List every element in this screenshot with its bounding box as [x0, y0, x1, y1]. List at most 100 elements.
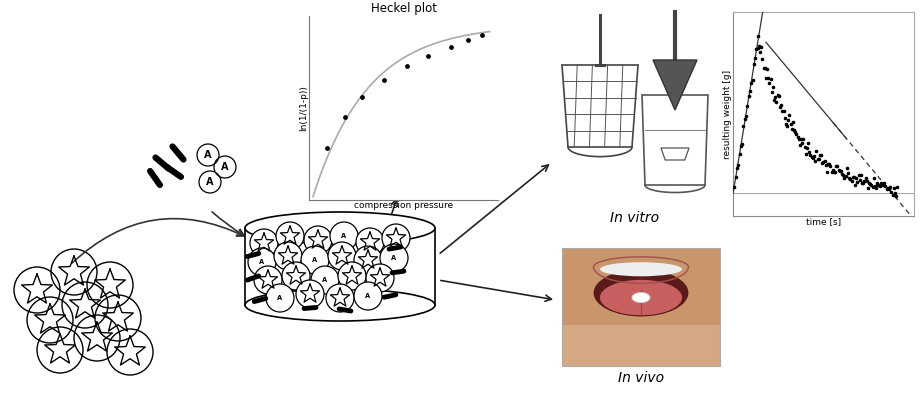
Point — [880, 186, 894, 192]
Point — [798, 143, 812, 150]
Circle shape — [304, 226, 332, 254]
Point — [757, 64, 772, 71]
Point — [845, 178, 859, 184]
Circle shape — [354, 246, 382, 274]
Point — [823, 163, 838, 169]
Point — [773, 104, 787, 110]
Point — [881, 186, 896, 192]
Point — [862, 180, 877, 186]
Point — [726, 184, 740, 190]
X-axis label: compression pressure: compression pressure — [355, 201, 453, 210]
Circle shape — [356, 228, 384, 256]
Point — [785, 126, 799, 132]
Point — [460, 37, 475, 43]
Point — [883, 183, 898, 190]
Point — [755, 56, 770, 62]
Point — [732, 150, 747, 157]
Point — [781, 117, 796, 123]
Point — [729, 165, 744, 171]
Point — [815, 160, 830, 166]
Point — [733, 142, 748, 149]
Point — [847, 182, 862, 188]
Point — [787, 129, 802, 136]
Point — [800, 140, 815, 146]
Point — [890, 184, 904, 190]
Ellipse shape — [632, 292, 650, 302]
Point — [787, 127, 801, 133]
Text: A: A — [312, 257, 318, 263]
Point — [727, 184, 741, 190]
Circle shape — [274, 242, 302, 270]
Point — [790, 134, 805, 140]
Point — [820, 169, 834, 175]
Point — [806, 155, 821, 161]
Circle shape — [296, 280, 324, 308]
Text: A: A — [342, 233, 346, 239]
Point — [886, 184, 901, 191]
Point — [795, 140, 810, 146]
Point — [745, 76, 760, 83]
Point — [832, 166, 846, 173]
Point — [842, 175, 857, 182]
Point — [744, 80, 759, 86]
Circle shape — [301, 246, 329, 274]
Point — [863, 180, 878, 187]
Circle shape — [330, 222, 358, 250]
Bar — [562, 248, 720, 366]
Point — [834, 168, 848, 174]
Point — [865, 183, 880, 190]
Point — [799, 150, 813, 157]
Point — [873, 180, 888, 186]
Point — [320, 145, 334, 152]
Point — [337, 114, 352, 121]
Text: A: A — [322, 277, 328, 283]
Point — [747, 61, 762, 67]
Point — [776, 107, 791, 114]
Text: A: A — [366, 293, 370, 299]
Circle shape — [380, 244, 408, 272]
Point — [857, 178, 872, 184]
Point — [748, 54, 763, 61]
Point — [856, 180, 870, 186]
Point — [826, 169, 841, 175]
Circle shape — [254, 266, 282, 294]
Point — [841, 170, 856, 176]
Point — [777, 115, 792, 121]
Point — [764, 76, 778, 82]
Point — [888, 190, 903, 196]
Circle shape — [354, 282, 382, 310]
Point — [768, 94, 783, 100]
Polygon shape — [653, 60, 697, 110]
Y-axis label: resulting weight [g]: resulting weight [g] — [723, 70, 731, 158]
Point — [794, 136, 809, 142]
Point — [812, 152, 827, 158]
Point — [783, 121, 798, 128]
Point — [769, 99, 784, 106]
Point — [854, 172, 869, 178]
Point — [762, 79, 776, 86]
Point — [782, 112, 797, 118]
Point — [811, 156, 826, 162]
Point — [729, 174, 743, 180]
Point — [877, 180, 892, 186]
Point — [821, 160, 835, 167]
Bar — [562, 325, 720, 366]
Point — [739, 113, 753, 119]
Point — [880, 185, 895, 192]
Point — [759, 75, 774, 82]
Point — [770, 92, 785, 98]
Point — [399, 63, 414, 69]
Point — [813, 152, 828, 158]
Text: A: A — [204, 150, 212, 160]
Point — [741, 93, 756, 99]
Circle shape — [366, 264, 394, 292]
Point — [738, 116, 752, 123]
Ellipse shape — [245, 212, 435, 244]
Point — [803, 152, 818, 158]
Point — [828, 168, 843, 175]
Point — [858, 175, 873, 182]
Circle shape — [248, 248, 276, 276]
Point — [859, 177, 874, 184]
Point — [871, 182, 886, 188]
Point — [749, 46, 764, 52]
